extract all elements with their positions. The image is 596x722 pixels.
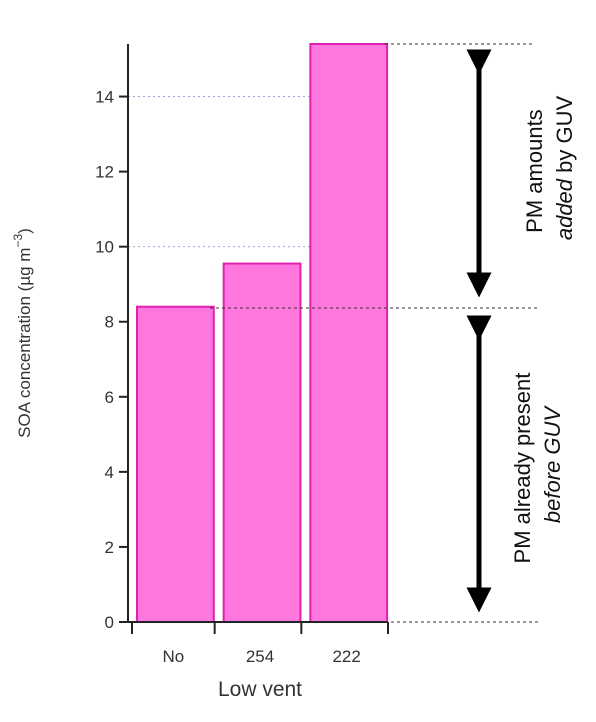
- y-ticks: 0 2 4 6 8 10 12 14: [95, 88, 128, 632]
- annotation-lower: PM already present before GUV: [510, 367, 565, 564]
- y-axis-title-sup: −3: [11, 234, 25, 248]
- y-axis-title: SOA concentration (µg m−3): [11, 228, 34, 438]
- annotation-upper-rest: by GUV: [552, 96, 577, 179]
- x-tick-label-254: 254: [246, 647, 274, 666]
- x-axis-title: Low vent: [218, 678, 302, 701]
- annotation-upper-italic: added: [552, 178, 577, 240]
- y-tick-label-14: 14: [95, 88, 114, 107]
- bar-254: [222, 262, 302, 623]
- annotation-lower-line2: before GUV: [540, 405, 565, 523]
- y-tick-label-6: 6: [105, 388, 114, 407]
- y-axis-title-close: ): [15, 228, 34, 234]
- y-tick-label-10: 10: [95, 238, 114, 257]
- y-tick-label-2: 2: [105, 538, 114, 557]
- annotation-upper-line1: PM amounts: [522, 109, 547, 233]
- bar-222: [309, 43, 389, 623]
- y-axis-title-main: SOA concentration (µg m: [15, 248, 34, 438]
- y-tick-label-12: 12: [95, 163, 114, 182]
- y-tick-label-0: 0: [105, 613, 114, 632]
- x-ticks: No 254 222: [131, 622, 389, 666]
- x-tick-label-No: No: [162, 647, 184, 666]
- y-tick-label-8: 8: [105, 313, 114, 332]
- x-tick-label-222: 222: [332, 647, 360, 666]
- annotation-upper: PM amounts added by GUV: [522, 96, 577, 241]
- bar-No: [136, 305, 215, 623]
- annotation-lower-line1: PM already present: [510, 373, 535, 564]
- bars: [136, 43, 389, 623]
- y-tick-label-4: 4: [105, 463, 114, 482]
